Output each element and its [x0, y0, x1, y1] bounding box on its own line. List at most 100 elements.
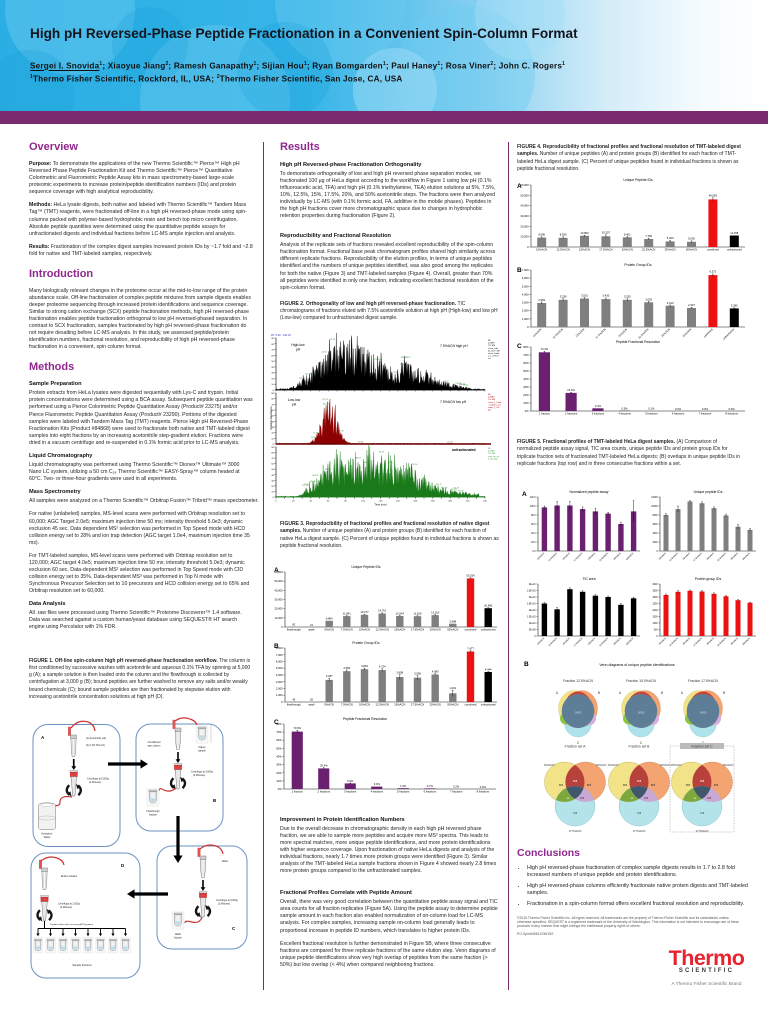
svg-text:3,335: 3,335: [624, 295, 631, 299]
svg-text:0: 0: [273, 497, 275, 499]
svg-text:B: B: [661, 691, 663, 695]
svg-text:0: 0: [527, 325, 529, 329]
svg-text:3,267: 3,267: [326, 674, 333, 678]
svg-text:mczd_dad: mczd_dad: [488, 458, 498, 460]
svg-text:10%: 10%: [276, 779, 282, 783]
svg-text:17.5%ACN: 17.5%ACN: [633, 829, 646, 833]
svg-text:10000: 10000: [651, 506, 658, 508]
svg-text:10: 10: [271, 491, 274, 493]
svg-text:176.26: 176.26: [458, 490, 465, 492]
svg-text:50%ACN: 50%ACN: [447, 703, 458, 707]
svg-text:A: A: [274, 567, 279, 574]
svg-text:6 fractions: 6 fractions: [672, 412, 685, 416]
svg-text:80: 80: [344, 501, 347, 503]
svg-text:8,000: 8,000: [276, 646, 283, 650]
svg-text:Peptide Fractional Resolution: Peptide Fractional Resolution: [616, 340, 660, 344]
svg-text:Hydration/: Hydration/: [42, 833, 53, 836]
svg-text:A: A: [41, 735, 45, 740]
svg-text:21: 21: [310, 623, 313, 627]
svg-text:2,000: 2,000: [276, 687, 283, 691]
svg-text:15%ACN: 15%ACN: [562, 637, 571, 646]
svg-text:586: 586: [623, 783, 628, 787]
svg-text:25%ACN: 25%ACN: [613, 637, 622, 646]
svg-text:5E+09: 5E+09: [529, 630, 536, 632]
svg-text:7.5%ACN: 7.5%ACN: [341, 628, 353, 632]
svg-text:10%ACN: 10%ACN: [658, 637, 667, 646]
svg-text:combined: combined: [707, 248, 719, 252]
svg-text:70.6%: 70.6%: [293, 726, 301, 730]
svg-text:8000: 8000: [652, 515, 658, 517]
svg-text:unfractioned: unfractioned: [722, 327, 736, 341]
svg-text:40.0: 40.0: [531, 533, 536, 535]
svg-text:20%ACN: 20%ACN: [587, 637, 596, 646]
svg-text:20.0: 20.0: [531, 542, 536, 544]
svg-text:4,863: 4,863: [361, 664, 368, 668]
svg-text:ramp_7_27h: ramp_7_27h: [488, 406, 501, 409]
svg-text:·: ·: [63, 958, 64, 961]
svg-text:3.5E+10: 3.5E+10: [527, 591, 536, 593]
svg-text:140: 140: [396, 501, 400, 503]
svg-text:100: 100: [361, 501, 365, 503]
svg-text:20: 20: [271, 433, 274, 435]
svg-text:586: 586: [559, 783, 564, 787]
svg-text:46,083: 46,083: [709, 194, 718, 198]
svg-text:161.94: 161.94: [329, 339, 336, 341]
svg-text:38.73: 38.73: [379, 452, 385, 454]
svg-text:Protein Group IDs: Protein Group IDs: [624, 263, 651, 267]
svg-text:743: 743: [637, 811, 642, 815]
svg-text:3.0%: 3.0%: [374, 782, 381, 786]
svg-text:stash_5ulod: stash_5ulod: [488, 352, 500, 355]
svg-text:50: 50: [271, 361, 274, 363]
svg-text:10,000: 10,000: [274, 616, 283, 620]
svg-text:Centrifuge at 3,000g: Centrifuge at 3,000g: [216, 899, 238, 902]
svg-text:70%: 70%: [276, 730, 282, 734]
svg-text:120: 120: [379, 501, 383, 503]
svg-text:10%ACN: 10%ACN: [359, 628, 370, 632]
svg-text:·: ·: [100, 958, 101, 961]
svg-text:2,285: 2,285: [731, 304, 738, 308]
svg-text:200: 200: [448, 501, 452, 503]
svg-text:12.5%ACN: 12.5%ACN: [548, 552, 558, 562]
svg-text:185.39: 185.39: [312, 475, 319, 477]
svg-text:2E+10: 2E+10: [529, 610, 536, 612]
svg-text:25%ACN: 25%ACN: [665, 248, 676, 252]
svg-text:11,158: 11,158: [730, 231, 739, 235]
svg-text:0.1%: 0.1%: [648, 407, 655, 411]
svg-text:0: 0: [281, 700, 283, 704]
svg-text:3000: 3000: [652, 597, 658, 599]
svg-text:NL:: NL:: [488, 340, 492, 342]
svg-text:12.5%ACN: 12.5%ACN: [552, 327, 564, 339]
svg-text:combined: combined: [465, 703, 477, 707]
svg-text:30%: 30%: [523, 385, 529, 389]
svg-text:pH: pH: [296, 348, 301, 352]
svg-text:0: 0: [527, 245, 529, 249]
svg-text:40: 40: [271, 367, 274, 369]
svg-text:12,044: 12,044: [396, 611, 405, 615]
svg-text:22.5%ACN: 22.5%ACN: [599, 637, 609, 647]
svg-text:22.5%ACN: 22.5%ACN: [599, 552, 609, 562]
svg-text:40%: 40%: [523, 377, 529, 381]
svg-text:20%ACN: 20%ACN: [706, 637, 715, 646]
svg-text:2.5E+10: 2.5E+10: [527, 604, 536, 606]
svg-text:8,930: 8,930: [560, 233, 567, 237]
svg-text:01_8OY_HB: 01_8OY_HB: [488, 350, 500, 352]
svg-text:80: 80: [271, 453, 274, 455]
svg-text:TIC MS: TIC MS: [488, 345, 496, 347]
svg-text:50%ACN: 50%ACN: [742, 552, 751, 561]
svg-text:0.0%: 0.0%: [480, 785, 487, 789]
svg-text:A: A: [619, 691, 622, 695]
svg-text:80.0: 80.0: [531, 515, 536, 517]
svg-text:unfractioned: unfractioned: [481, 703, 496, 707]
svg-text:B: B: [723, 691, 725, 695]
svg-text:165.03: 165.03: [322, 404, 329, 406]
svg-text:2500: 2500: [652, 604, 658, 606]
svg-text:Fraction set B: Fraction set B: [629, 745, 651, 749]
svg-text:11,841: 11,841: [343, 612, 352, 616]
svg-text:4,000: 4,000: [522, 292, 529, 296]
svg-text:1,000: 1,000: [276, 693, 283, 697]
svg-text:5%ACN: 5%ACN: [324, 703, 334, 707]
svg-text:70: 70: [271, 458, 274, 460]
svg-text:B: B: [524, 661, 529, 668]
svg-text:20%: 20%: [276, 771, 282, 775]
svg-text:Flowthrough: Flowthrough: [146, 810, 160, 813]
